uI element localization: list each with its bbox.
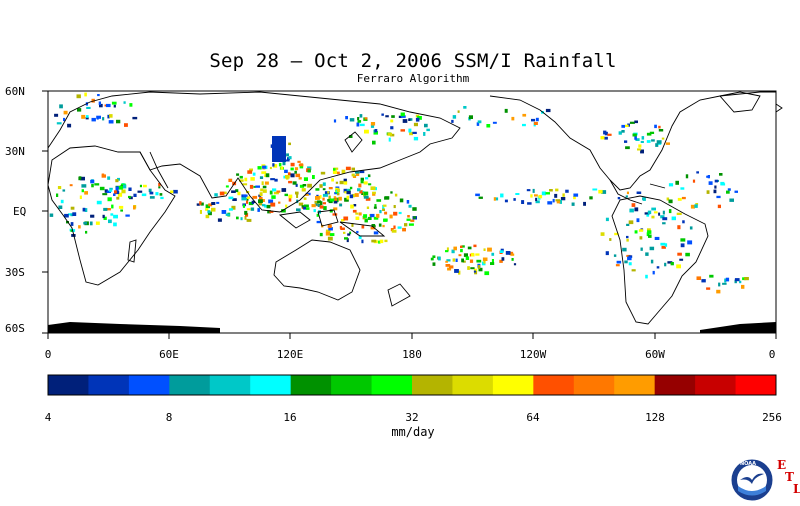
colorbar-swatch (573, 375, 615, 395)
lat-label-30n: 30N (5, 145, 25, 158)
lon-label-180: 180 (402, 348, 422, 361)
map-title: Sep 28 – Oct 2, 2006 SSM/I Rainfall (209, 50, 617, 72)
colorbar-swatch (128, 375, 170, 395)
antarctica (48, 322, 776, 333)
colorbar-units: mm/day (391, 425, 435, 439)
colorbar-tick-16: 16 (283, 411, 297, 424)
colorbar-swatch (492, 375, 534, 395)
etl-letter-l: L (793, 482, 800, 496)
noaa-logo[interactable]: NOAA (730, 458, 774, 506)
lon-label-0-east: 0 (768, 348, 776, 361)
lat-label-60n: 60N (5, 85, 25, 98)
map-subtitle: Ferraro Algorithm (356, 72, 470, 85)
etl-letter-t: T (785, 470, 794, 484)
colorbar-tick-32: 32 (405, 411, 419, 424)
colorbar-swatch (290, 375, 332, 395)
lon-label-60w: 60W (645, 348, 665, 361)
map-ticks (42, 90, 777, 339)
colorbar-tick-256: 256 (762, 411, 782, 424)
lat-label-eq: EQ (13, 205, 27, 218)
colorbar-swatch (250, 375, 292, 395)
colorbar-tick-128: 128 (645, 411, 665, 424)
lat-label-30s: 30S (5, 266, 25, 279)
colorbar-swatch (169, 375, 211, 395)
colorbar-tick-64: 64 (526, 411, 540, 424)
colorbar-tick-8: 8 (165, 411, 173, 424)
colorbar-swatch (371, 375, 413, 395)
colorbar-tick-4: 4 (44, 411, 52, 424)
noaa-seagull-icon (730, 458, 774, 502)
colorbar-swatch (412, 375, 453, 395)
lon-label-120w: 120W (519, 348, 547, 361)
lon-label-0: 0 (44, 348, 52, 361)
colorbar-swatch (209, 375, 251, 395)
colorbar-swatch (654, 375, 696, 395)
colorbar-swatch (735, 375, 777, 395)
colorbar (48, 375, 777, 395)
map-frame (47, 90, 777, 334)
lon-label-60e: 60E (159, 348, 179, 361)
colorbar-swatch (614, 375, 656, 395)
colorbar-frame (47, 374, 777, 396)
colorbar-swatch (695, 375, 737, 395)
noaa-logo-text: NOAA (740, 461, 757, 467)
etl-letter-e: E (777, 458, 787, 472)
lat-label-60s: 60S (5, 322, 25, 335)
colorbar-swatch (48, 375, 89, 395)
colorbar-swatch (88, 375, 130, 395)
colorbar-swatch (533, 375, 575, 395)
colorbar-swatch (331, 375, 373, 395)
rainfall-field (49, 92, 749, 294)
coastlines (47, 91, 783, 325)
colorbar-swatch (452, 375, 494, 395)
lon-label-120e: 120E (276, 348, 304, 361)
